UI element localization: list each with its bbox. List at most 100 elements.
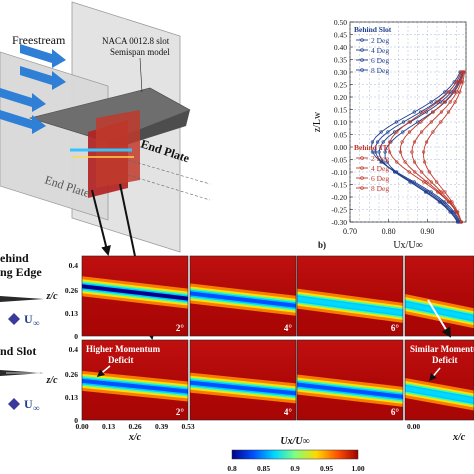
series-point [422,180,426,184]
y-tick-label: 0.20 [334,93,347,102]
series-point [459,220,464,224]
series-point [453,100,457,104]
x-tick-label: 0.90 [420,227,434,236]
series-point [451,90,455,94]
series-point [394,170,398,174]
legend-entry: 8 Deg [371,66,389,75]
colorbar-tick-label: 0.85 [257,464,270,473]
series-point [394,120,399,124]
y-tick-label: -0.30 [331,218,347,227]
connector-arrow-1 [91,189,111,256]
heatmap-y-tick-label: 0.4 [69,345,79,354]
heatmap-y-tick-label: 0.13 [65,309,78,318]
series-point [401,130,405,134]
trailing-edge-title-1: ehind [0,251,29,265]
series-point [427,170,432,174]
freestream-arrows [0,44,66,134]
series-point [437,190,441,194]
heatmap-y-axis-label: z/c [45,291,58,302]
panel-frame [296,255,404,337]
series-point [435,180,439,184]
contour-panel: 2° [81,339,189,421]
series-point [439,110,444,114]
series-point [395,160,399,164]
y-tick-label: 0.40 [334,43,347,52]
y-tick-label: 0.15 [334,106,347,115]
wake-band [297,296,403,315]
legend-group-title: Behind Slot [354,25,392,34]
series-point [431,110,435,114]
legend-entry: 4 Deg [371,164,389,173]
heatmap-x-tick-label: 0.39 [155,422,168,431]
series-point [400,140,404,144]
wake-band [297,382,403,399]
freestream-diamond-icon [8,313,20,325]
series-point [386,130,390,134]
series-point [425,180,429,184]
panel-frame [404,255,474,337]
heatmap-x-tick-label: 0.00 [407,422,420,431]
annotation-higher-deficit: Deficit [108,355,133,365]
freestream-label: Freestream [12,33,66,47]
heatmap-y-tick-label: 0 [74,416,78,425]
series-point [443,190,447,194]
freestream-symbol-1: U [24,312,33,326]
series-point [408,180,412,184]
series-point [422,110,426,114]
series-point [447,90,451,94]
series-line [411,71,465,223]
series-point [450,200,454,204]
series-point [395,130,399,134]
angle-label: 4° [284,407,293,417]
contour-panel [404,255,474,337]
series-point [407,120,411,124]
y-tick-label: 0.45 [334,31,347,40]
wake-band [405,302,474,321]
freestream-arrow-icon [0,88,46,112]
x-tick-label: 0.70 [343,227,357,236]
y-tick-label: 0.00 [334,143,347,152]
freestream-subscript-2: ∞ [33,403,39,413]
colorbar-gradient [231,449,359,460]
y-tick-label: -0.20 [331,193,347,202]
heatmap-x-axis-label: x/c [452,432,466,443]
legend-marker [360,166,364,170]
annotation-higher-deficit: Higher Momentum [86,344,161,354]
wake-contour-grid: 2° 4° 6° 0.4 0.26 0.13 0 z/c 2° 4° 6° 0.4 0.26 0.13 0 z… [45,255,474,443]
y-tick-label: 0.30 [334,68,347,77]
angle-label: 2° [176,407,185,417]
x-tick-label: 0.80 [382,227,396,236]
heatmap-x-tick-label: 0.26 [128,422,141,431]
series-point [456,210,460,214]
series-point [455,220,460,224]
series-point [413,170,417,174]
series-point [419,120,423,124]
heatmap-y-tick-label: 0.26 [65,286,78,295]
contour-panel: 6° [296,255,404,337]
legend-group-title: Behind TE [354,143,389,152]
series-point [422,150,426,154]
series-point [439,190,444,194]
series-point [461,80,465,84]
velocity-profile-chart: 0.50 0.45 0.40 0.35 0.30 0.25 0.20 0.15 0.10 0.05… [312,18,467,251]
series-point [429,120,433,124]
freestream-arrow-icon [0,110,46,134]
heatmap-y-tick-label: 0.4 [69,261,79,270]
series-point [376,140,380,144]
series-point [388,140,392,144]
series-point [439,120,443,124]
panel-frame [81,339,189,421]
series-point [403,160,407,164]
freestream-symbol-2: U [24,397,33,411]
series-point [442,100,447,104]
wake-band [405,386,474,403]
series-line [423,71,465,223]
series-point [412,140,417,144]
y-tick-label: -0.25 [331,206,347,215]
y-tick-label: 0.25 [334,81,347,90]
series-point [401,120,406,124]
contour-panel: 2° [81,255,189,337]
series-line [400,71,464,223]
heatmap-x-axis-label: x/c [128,432,142,443]
